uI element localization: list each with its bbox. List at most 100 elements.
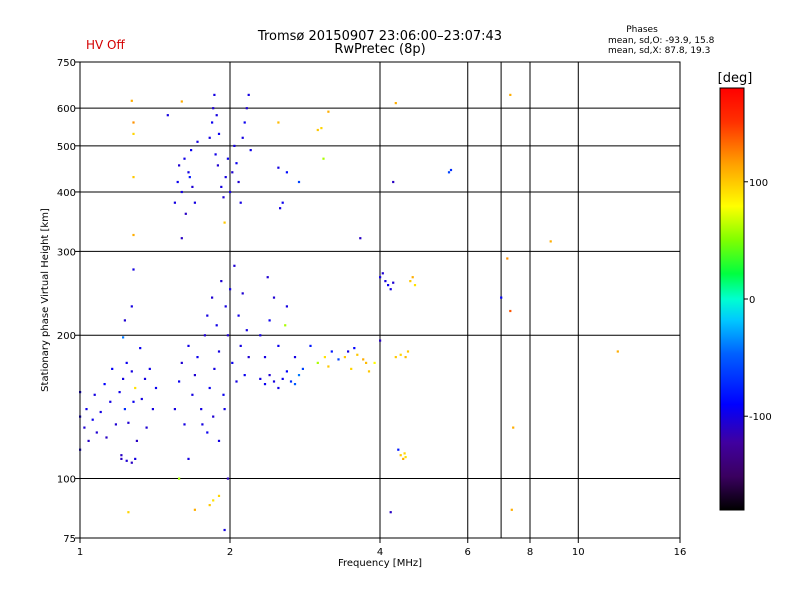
data-point	[191, 186, 193, 188]
data-point	[404, 452, 406, 454]
x-axis-label: Frequency [MHz]	[338, 558, 422, 569]
data-point	[120, 454, 122, 456]
data-point	[132, 121, 134, 123]
data-point	[174, 202, 176, 204]
y-tick-label: 200	[57, 331, 76, 342]
data-point	[231, 171, 233, 173]
data-point	[267, 276, 269, 278]
y-tick-label: 500	[57, 142, 76, 153]
data-point	[88, 440, 90, 442]
colorbar-ticks: 100 0 -100	[744, 178, 772, 423]
data-point	[379, 340, 381, 342]
data-point	[550, 240, 552, 242]
data-point	[259, 378, 261, 380]
data-point	[225, 176, 227, 178]
data-point	[286, 305, 288, 307]
data-point	[284, 324, 286, 326]
data-point	[212, 416, 214, 418]
data-point	[211, 297, 213, 299]
data-point	[124, 408, 126, 410]
data-point	[235, 162, 237, 164]
data-point	[218, 495, 220, 497]
data-point	[264, 356, 266, 358]
data-point	[227, 334, 229, 336]
data-point	[277, 387, 279, 389]
data-point	[227, 478, 229, 480]
data-point	[196, 356, 198, 358]
x-tick-label: 8	[527, 547, 533, 558]
data-point	[213, 94, 215, 96]
data-point	[242, 292, 244, 294]
data-point	[400, 354, 402, 356]
data-point	[183, 158, 185, 160]
data-point	[512, 427, 514, 429]
data-point	[209, 504, 211, 506]
data-point	[152, 408, 154, 410]
data-point	[211, 121, 213, 123]
data-point	[146, 427, 148, 429]
data-point	[120, 458, 122, 460]
data-point	[218, 350, 220, 352]
data-point	[216, 324, 218, 326]
colorbar-tick-label: 0	[749, 295, 755, 306]
data-point	[155, 387, 157, 389]
data-point	[240, 345, 242, 347]
x-tick-label: 16	[674, 547, 687, 558]
y-tick-label: 75	[63, 534, 76, 545]
data-point	[286, 370, 288, 372]
data-point	[235, 380, 237, 382]
data-point	[617, 350, 619, 352]
x-tick-label: 4	[377, 547, 383, 558]
data-point	[181, 191, 183, 193]
data-point	[298, 181, 300, 183]
data-point	[217, 164, 219, 166]
data-point	[327, 365, 329, 367]
data-point	[384, 280, 386, 282]
data-point	[126, 362, 128, 364]
data-point	[177, 181, 179, 183]
data-point	[124, 319, 126, 321]
data-point	[201, 423, 203, 425]
data-point	[109, 401, 111, 403]
data-point	[362, 358, 364, 360]
data-point	[131, 370, 133, 372]
data-point	[353, 347, 355, 349]
grid-lines	[80, 62, 680, 538]
data-point	[190, 149, 192, 151]
data-point	[119, 391, 121, 393]
data-point	[134, 458, 136, 460]
data-point	[405, 456, 407, 458]
data-point	[224, 222, 226, 224]
phase-stats-x: mean, sd,X: 87.8, 19.3	[608, 46, 710, 56]
data-point	[294, 356, 296, 358]
x-axis: 1 2 4 6 8 10 16	[77, 538, 687, 558]
data-point	[187, 171, 189, 173]
data-point	[127, 511, 129, 513]
data-point	[240, 202, 242, 204]
data-point	[414, 284, 416, 286]
data-point	[286, 171, 288, 173]
data-point	[204, 334, 206, 336]
data-point	[200, 408, 202, 410]
data-point	[132, 268, 134, 270]
data-point	[365, 362, 367, 364]
data-point	[344, 356, 346, 358]
data-point	[174, 408, 176, 410]
data-point	[412, 276, 414, 278]
data-point	[320, 127, 322, 129]
data-point	[248, 356, 250, 358]
data-point	[302, 368, 304, 370]
data-point	[212, 499, 214, 501]
data-point	[390, 288, 392, 290]
data-point	[94, 394, 96, 396]
data-point	[392, 282, 394, 284]
data-point	[392, 181, 394, 183]
data-point	[104, 383, 106, 385]
data-point	[282, 378, 284, 380]
data-point	[181, 237, 183, 239]
data-point	[229, 191, 231, 193]
data-point	[206, 431, 208, 433]
data-point	[402, 458, 404, 460]
data-point	[105, 436, 107, 438]
data-point	[390, 511, 392, 513]
